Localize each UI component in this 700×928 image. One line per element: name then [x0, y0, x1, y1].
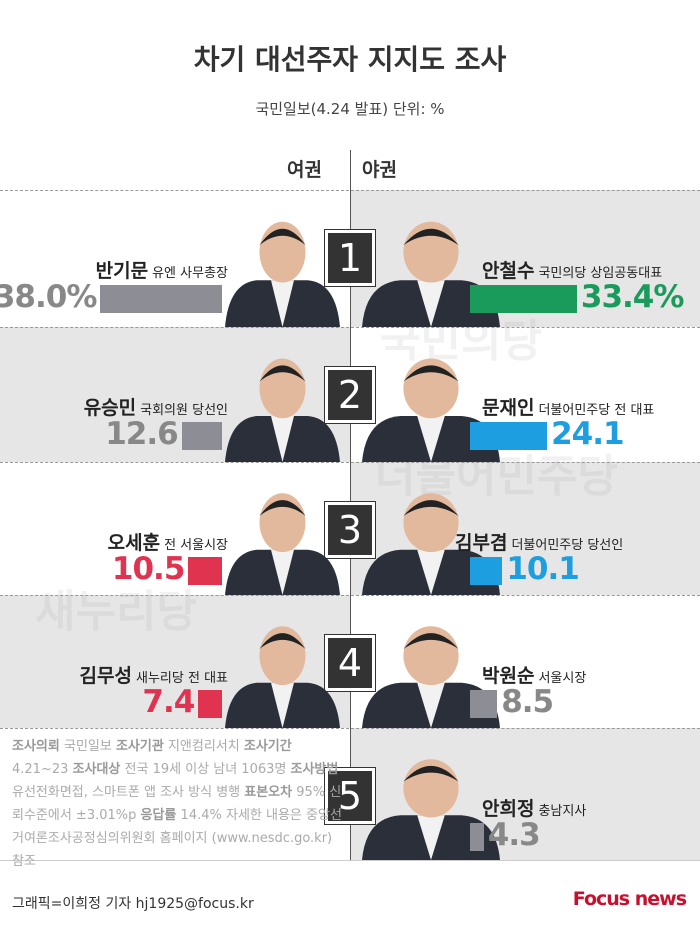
portrait	[225, 221, 340, 327]
candidate-name: 오세훈 전 서울시장	[107, 532, 228, 554]
note-text: 자세한 내용은 중앙선거여론조사공정심의위원회 홈페이지 (www.nesdc.…	[12, 808, 342, 869]
value-label: 4.3	[487, 817, 541, 853]
note-text: 14.4%	[180, 808, 222, 823]
candidate-name: 유승민 국회의원 당선인	[83, 397, 228, 419]
rank-badge: 4	[325, 635, 375, 691]
bar	[198, 690, 222, 718]
candidate-name: 문재인 더불어민주당 전 대표	[482, 397, 655, 419]
divider	[0, 860, 700, 861]
bar	[470, 285, 577, 313]
note-label: 표본오차	[244, 785, 293, 800]
credit: 그래픽=이희정 기자 hj1925@focus.kr	[12, 896, 254, 912]
candidate-role: 더불어민주당 당선인	[511, 538, 624, 553]
note-text: 국민일보	[63, 739, 112, 754]
value-label: 10.1	[506, 551, 579, 587]
candidate-name: 반기문 유엔 사무총장	[95, 260, 228, 282]
value-label: 10.5	[111, 551, 185, 587]
portrait	[362, 221, 500, 327]
rank-badge: 1	[325, 230, 375, 286]
portrait	[225, 626, 340, 728]
candidate-name: 안희정 충남지사	[482, 798, 587, 820]
candidate-role: 서울시장	[538, 671, 587, 686]
candidate-role: 전 서울시장	[164, 538, 228, 553]
candidate-role: 충남지사	[538, 804, 587, 819]
candidate-name: 박원순 서울시장	[482, 665, 587, 687]
note-label: 응답률	[140, 808, 177, 823]
logo: Focus news	[572, 888, 687, 910]
value-label: 12.6	[105, 416, 178, 452]
bar	[188, 557, 222, 585]
note-label: 조사대상	[72, 762, 121, 777]
candidate-role: 국민의당 상임공동대표	[538, 266, 663, 281]
portrait	[362, 358, 500, 462]
bar	[470, 690, 498, 718]
candidate-name: 김무성 새누리당 전 대표	[79, 665, 228, 687]
candidate-role: 더불어민주당 전 대표	[538, 403, 655, 418]
note-text: 전국 19세 이상 남녀 1063명	[124, 762, 287, 777]
portrait	[225, 493, 340, 595]
column-header: 여권	[287, 159, 322, 181]
rank-badge: 5	[325, 768, 375, 824]
bar	[181, 422, 222, 450]
rank-badge: 2	[325, 367, 375, 423]
value-label: 33.4%	[580, 279, 685, 315]
subtitle: 국민일보(4.24 발표) 단위: %	[255, 100, 445, 118]
bar	[470, 823, 484, 851]
note-text: 95% 신뢰수준에서 ±3.01%p	[12, 785, 342, 823]
candidate-role: 새누리당 전 대표	[136, 671, 228, 686]
value-label: 24.1	[551, 416, 624, 452]
portrait	[362, 626, 500, 728]
bar	[100, 285, 222, 313]
note-text: 지앤컴리서치	[167, 739, 240, 754]
candidate-role: 유엔 사무총장	[152, 266, 228, 281]
note-label: 조사기간	[243, 739, 292, 754]
candidate-name: 안철수 국민의당 상임공동대표	[482, 260, 663, 282]
notes: 조사의뢰 국민일보 조사기관 지앤컴리서치 조사기간 4.21~23 조사대상 …	[12, 735, 342, 873]
candidate-role: 국회의원 당선인	[140, 403, 228, 418]
value-label: 38.0%	[0, 279, 97, 315]
candidate-name: 김부겸 더불어민주당 당선인	[455, 532, 624, 554]
bar	[470, 422, 548, 450]
value-label: 8.5	[501, 684, 554, 720]
title: 차기 대선주자 지지도 조사	[193, 43, 507, 76]
note-text: 유선전화면접, 스마트폰 앱 조사 방식 병행	[12, 785, 241, 800]
portrait	[225, 358, 340, 462]
column-header: 야권	[362, 159, 397, 181]
note-label: 조사방법	[290, 762, 339, 777]
row-bg	[0, 728, 350, 860]
portrait	[362, 759, 500, 860]
note-label: 조사의뢰	[12, 739, 60, 754]
note-label: 조사기관	[115, 739, 164, 754]
value-label: 7.4	[142, 684, 195, 720]
note-text: 4.21~23	[12, 762, 69, 777]
bar	[470, 557, 503, 585]
watermark: 새누리당	[35, 586, 197, 637]
portrait	[362, 493, 500, 595]
rank-badge: 3	[325, 502, 375, 558]
